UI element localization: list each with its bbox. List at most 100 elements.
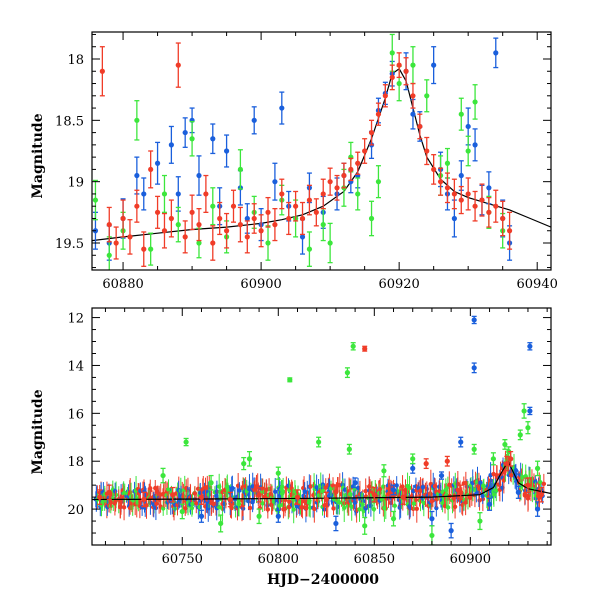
data-point (333, 520, 339, 527)
y-tick-label: 14 (67, 359, 84, 374)
data-point (256, 513, 262, 519)
band-point (247, 486, 252, 492)
data-point (154, 160, 161, 166)
data-point (410, 62, 416, 68)
band-point (265, 507, 271, 512)
data-point (210, 136, 216, 142)
band-point (541, 481, 547, 487)
data-point (182, 129, 188, 136)
data-point (120, 215, 126, 222)
data-point (316, 439, 322, 445)
data-point (417, 123, 423, 130)
data-point (472, 99, 478, 105)
band-point (355, 485, 361, 491)
data-point (527, 343, 533, 349)
data-point (313, 209, 319, 215)
data-point (141, 191, 147, 197)
band-point (436, 484, 442, 489)
data-point (203, 191, 209, 197)
band-point (430, 497, 436, 503)
data-point (183, 439, 189, 445)
band-point (287, 499, 292, 504)
data-point (515, 489, 521, 495)
data-point (506, 228, 513, 234)
y-tick-label: 19 (67, 176, 84, 191)
y-tick-label: 12 (67, 312, 84, 327)
band-point (420, 484, 426, 490)
band-point (194, 500, 199, 506)
data-point (241, 461, 247, 467)
data-point (389, 74, 395, 80)
data-point (161, 191, 168, 197)
data-point (154, 209, 161, 215)
band-point (216, 484, 222, 489)
data-point (237, 166, 243, 173)
data-point (286, 215, 292, 222)
band-point (421, 500, 426, 506)
data-point (293, 203, 299, 209)
data-point (458, 111, 464, 117)
band-point (224, 484, 230, 489)
model-curve (92, 67, 551, 242)
data-point (134, 117, 140, 123)
data-point (170, 492, 176, 498)
band-point (230, 485, 235, 491)
data-point (168, 142, 174, 148)
data-point (479, 197, 485, 203)
data-point (327, 179, 333, 185)
data-point (534, 465, 541, 471)
data-point (472, 203, 478, 209)
data-point (400, 494, 406, 500)
data-point (465, 123, 471, 130)
data-point (486, 501, 493, 507)
band-point (481, 484, 487, 489)
data-point (272, 179, 278, 185)
band-point (308, 484, 313, 489)
band-point (273, 489, 278, 494)
data-point (97, 494, 103, 500)
bottom-panel: 60750 60800 60850 60900 12 14 16 18 20 (67, 307, 552, 567)
x-tick-label: 60900 (450, 552, 491, 567)
data-point (327, 240, 333, 246)
data-point (320, 222, 326, 228)
x-tick-label: 60750 (162, 552, 203, 567)
data-point (451, 215, 457, 222)
data-point (504, 461, 510, 467)
data-point (141, 246, 147, 252)
data-point (490, 456, 496, 462)
band-point (467, 495, 473, 501)
band-point (225, 488, 231, 493)
data-point (355, 160, 361, 166)
band-point (445, 505, 451, 510)
bottom-plot-area (92, 315, 551, 545)
data-point (502, 441, 508, 448)
data-point (472, 142, 478, 148)
data-point (410, 93, 416, 99)
data-point (168, 215, 174, 222)
data-point (500, 215, 506, 222)
band-point (360, 502, 365, 507)
data-point (352, 480, 358, 486)
x-tick-label: 60900 (240, 277, 281, 292)
y-tick-label: 19.5 (55, 237, 84, 252)
data-point (437, 179, 444, 185)
data-point (320, 191, 326, 197)
data-point (362, 346, 368, 352)
data-point (534, 506, 541, 512)
data-point (218, 520, 224, 527)
data-point (444, 185, 451, 191)
data-point (141, 496, 147, 503)
data-point (92, 197, 99, 203)
data-point (272, 222, 278, 228)
data-point (179, 508, 185, 515)
data-point (294, 494, 301, 500)
data-point (431, 166, 437, 173)
band-point (407, 485, 412, 491)
data-point (477, 518, 483, 524)
band-point (247, 505, 253, 511)
band-point (148, 486, 153, 491)
band-point (160, 506, 166, 511)
data-point (198, 494, 205, 500)
band-point (189, 505, 195, 511)
data-point (348, 166, 354, 173)
